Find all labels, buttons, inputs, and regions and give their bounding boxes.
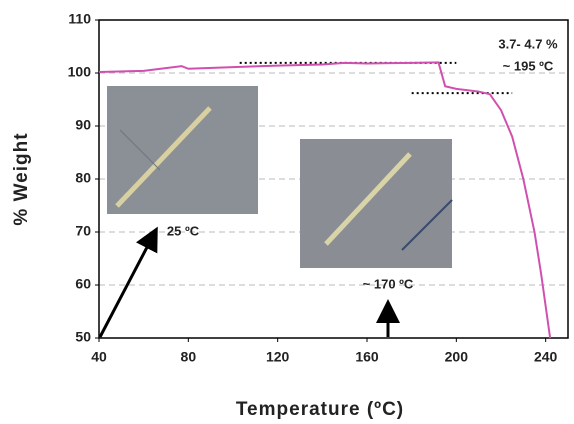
x-tick-label: 160 bbox=[355, 349, 379, 365]
annotation: ~ 195 ºC bbox=[503, 58, 554, 73]
x-tick-label: 40 bbox=[91, 349, 107, 365]
x-tick-label: 200 bbox=[445, 349, 469, 365]
photo bbox=[107, 86, 258, 214]
y-axis-title: % Weight bbox=[11, 132, 32, 225]
arrow bbox=[98, 226, 158, 338]
x-axis-title: Temperature (ºC) bbox=[236, 399, 404, 420]
x-tick-label: 240 bbox=[534, 349, 558, 365]
data-line bbox=[98, 61, 552, 339]
y-tick-label: 100 bbox=[68, 64, 92, 80]
y-tick-label: 60 bbox=[75, 276, 91, 292]
x-tick-label: 120 bbox=[266, 349, 290, 365]
annotation: ~ 170 ºC bbox=[363, 276, 414, 291]
annotation: 3.7- 4.7 % bbox=[498, 36, 558, 51]
photo bbox=[300, 139, 453, 268]
y-tick-label: 80 bbox=[75, 170, 91, 186]
y-tick-label: 110 bbox=[68, 11, 91, 27]
y-tick-label: 50 bbox=[75, 329, 91, 345]
y-tick-label: 90 bbox=[75, 117, 91, 133]
y-tick-label: 70 bbox=[75, 223, 91, 239]
annotation: 25 ºC bbox=[167, 223, 200, 238]
x-tick-label: 80 bbox=[181, 349, 197, 365]
